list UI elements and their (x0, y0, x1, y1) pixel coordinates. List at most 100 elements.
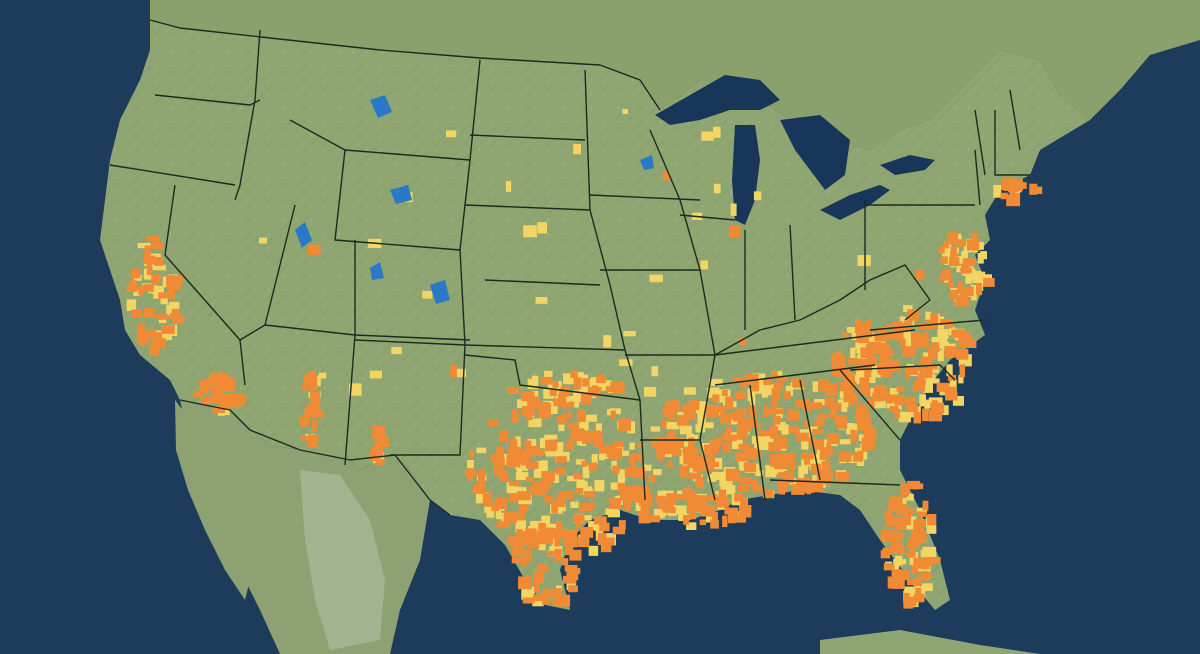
high-category-cell (888, 359, 899, 369)
low-category-cell (697, 413, 706, 427)
high-category-cell (154, 336, 162, 345)
low-category-cell (555, 442, 564, 455)
border-wi-il (679, 214, 736, 221)
high-category-cell (886, 323, 892, 330)
low-category-cell (937, 350, 944, 362)
high-category-cell (834, 416, 846, 425)
high-category-cell (788, 426, 800, 434)
low-category-cell (580, 515, 592, 521)
low-category-cell (528, 418, 542, 428)
high-category-cell (567, 565, 578, 577)
high-category-cell (824, 397, 835, 407)
high-category-cell (744, 447, 757, 460)
high-category-cell (763, 377, 772, 386)
low-category-cell (629, 442, 635, 450)
high-category-cell (721, 390, 728, 396)
high-category-cell (783, 391, 791, 400)
low-category-cell (595, 423, 602, 432)
high-category-cell (961, 286, 974, 297)
low-category-cell (801, 459, 807, 471)
low-category-cell (906, 516, 917, 530)
high-category-cell (960, 268, 972, 274)
high-category-cell (549, 439, 558, 450)
high-category-cell (918, 324, 930, 330)
low-category-cell (732, 439, 743, 450)
high-category-cell (752, 485, 763, 493)
border-ky-tn (714, 329, 916, 356)
low-category-cell (941, 336, 948, 347)
high-category-cell (774, 464, 788, 470)
lake-huron (780, 115, 850, 190)
high-category-cell (733, 412, 743, 422)
high-category-cell (511, 549, 518, 556)
high-category-cell (783, 453, 796, 462)
low-category-cell (573, 390, 581, 401)
high-category-cell (967, 239, 979, 251)
low-category-cell (545, 401, 558, 414)
high-category-cell (612, 381, 625, 395)
high-category-cell (836, 471, 850, 482)
high-category-cell (569, 401, 575, 408)
low-category-cell (318, 372, 327, 379)
high-category-cell (707, 456, 716, 464)
border-me (1009, 89, 1021, 151)
high-category-cell (819, 447, 830, 460)
low-category-cell (753, 383, 766, 394)
low-category-cell (708, 378, 723, 387)
high-category-cell (553, 398, 567, 407)
low-category-cell (965, 275, 972, 284)
high-category-cell (913, 519, 924, 531)
low-category-cell (558, 422, 565, 432)
low-category-cell (686, 433, 695, 441)
high-category-cell (904, 320, 913, 331)
high-category-cell (524, 440, 532, 450)
low-category-cell (841, 402, 848, 412)
high-category-cell (883, 563, 895, 571)
high-category-cell (662, 501, 674, 513)
high-category-cell (520, 457, 530, 466)
low-category-cell (801, 440, 809, 450)
high-category-cell (171, 308, 180, 317)
low-category-cell (898, 411, 911, 423)
high-category-cell (714, 437, 721, 446)
low-category-cell (598, 380, 612, 391)
high-category-cell (307, 439, 319, 448)
high-category-cell (199, 379, 211, 390)
high-category-cell (518, 576, 532, 590)
high-category-cell (903, 596, 917, 607)
high-category-cell (865, 320, 872, 330)
high-category-cell (541, 591, 549, 602)
low-category-cell (486, 510, 495, 518)
reservoir-nd (370, 95, 392, 118)
high-category-cell (212, 406, 225, 414)
high-category-cell (734, 493, 744, 502)
low-category-cell (812, 381, 821, 392)
high-category-cell (885, 515, 894, 527)
high-category-cell (661, 420, 667, 429)
high-category-cell (573, 473, 582, 480)
high-category-cell (467, 470, 473, 481)
high-category-cell (907, 540, 920, 549)
low-category-cell (422, 290, 433, 299)
high-category-cell (725, 468, 737, 481)
high-category-cell (699, 519, 706, 526)
low-category-cell (690, 434, 699, 442)
high-category-cell (656, 446, 666, 458)
high-category-cell (866, 356, 878, 366)
high-category-cell (943, 386, 956, 393)
border-plains-east (584, 69, 646, 501)
high-category-cell (971, 232, 978, 245)
high-category-cell (552, 381, 559, 388)
low-category-cell (897, 330, 911, 340)
border-new-england (994, 110, 1030, 176)
high-category-cell (202, 397, 215, 404)
high-category-cell (668, 409, 675, 421)
high-category-cell (1017, 179, 1023, 191)
low-category-cell (847, 423, 854, 429)
low-category-cell (166, 304, 177, 316)
high-category-cell (927, 514, 937, 526)
high-category-cell (534, 583, 540, 593)
high-category-cell (750, 479, 758, 489)
